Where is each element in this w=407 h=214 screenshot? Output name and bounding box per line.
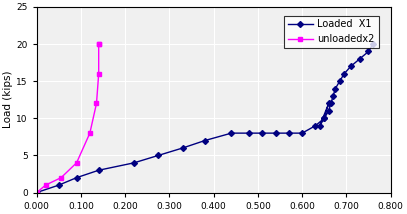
Loaded  X1 [34,191,39,194]
Loaded  X1 [300,132,304,134]
Loaded  X1 [317,124,322,127]
Loaded  X1 [313,124,318,127]
unloadedx2 [96,43,101,45]
Loaded  X1 [370,43,375,45]
Loaded  X1 [131,162,136,164]
Y-axis label: Load (kips): Load (kips) [4,71,13,128]
unloadedx2 [43,184,48,186]
unloadedx2 [74,162,79,164]
Loaded  X1 [96,169,101,171]
unloadedx2 [96,73,101,75]
Loaded  X1 [57,184,61,186]
unloadedx2 [96,43,101,45]
Loaded  X1 [322,117,327,120]
unloadedx2 [34,191,39,194]
unloadedx2 [88,132,92,134]
Line: unloadedx2: unloadedx2 [34,42,101,195]
Loaded  X1 [74,176,79,179]
Loaded  X1 [247,132,252,134]
Loaded  X1 [348,65,353,68]
Loaded  X1 [180,147,185,149]
Loaded  X1 [287,132,291,134]
Loaded  X1 [333,87,338,90]
Loaded  X1 [366,50,371,53]
Loaded  X1 [330,95,335,97]
Loaded  X1 [229,132,234,134]
unloadedx2 [94,102,99,105]
Line: Loaded  X1: Loaded X1 [35,42,375,195]
Loaded  X1 [273,132,278,134]
Legend: Loaded  X1, unloadedx2: Loaded X1, unloadedx2 [284,16,379,48]
Loaded  X1 [202,139,207,142]
Loaded  X1 [337,80,342,82]
Loaded  X1 [326,102,331,105]
unloadedx2 [59,176,63,179]
Loaded  X1 [156,154,161,157]
Loaded  X1 [260,132,265,134]
Loaded  X1 [357,58,362,60]
Loaded  X1 [326,110,331,112]
Loaded  X1 [328,102,333,105]
Loaded  X1 [322,117,327,120]
Loaded  X1 [342,73,347,75]
